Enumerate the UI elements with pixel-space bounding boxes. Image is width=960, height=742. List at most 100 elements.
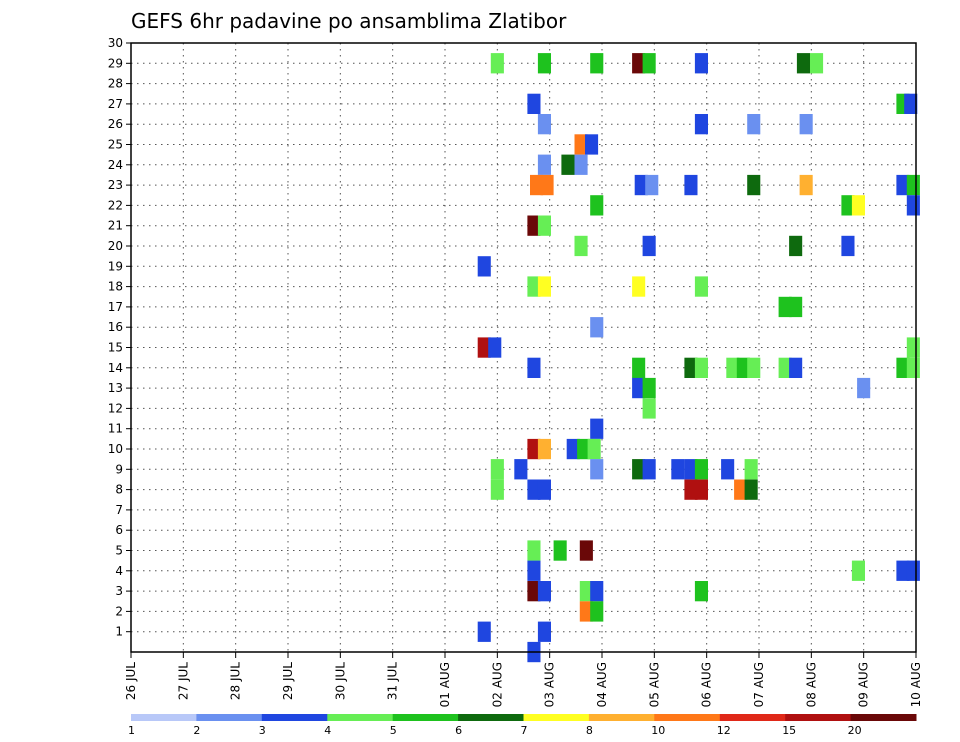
precip-cell [747,114,761,135]
precip-cell [734,479,748,500]
precip-cell [851,195,865,216]
precip-cell [694,479,708,500]
x-tick-label: 05 AUG [647,662,661,707]
precip-cell [527,581,541,602]
y-tick-label: 4 [115,564,123,578]
x-tick-label: 29 JUL [281,662,295,700]
precip-cell [632,357,646,378]
precip-cell [747,357,761,378]
colorbar-label: 7 [521,724,528,737]
y-tick-label: 28 [108,77,123,91]
colorbar-label: 6 [455,724,462,737]
precip-cell [587,438,601,460]
precip-cell [736,357,750,378]
precip-cell [671,459,685,480]
precip-cell [537,215,551,236]
precip-cell [857,377,871,399]
y-tick-label: 23 [108,178,123,192]
precip-cell [904,93,918,114]
precip-cell [527,215,541,236]
precip-cell [574,235,588,257]
x-tick-label: 30 JUL [333,662,347,700]
y-tick-label: 29 [108,56,123,70]
precip-cell [590,53,604,74]
precip-cell [642,398,656,419]
precip-cell [634,174,648,196]
precip-cell [490,459,504,480]
precip-cell [590,195,604,216]
precip-cell [694,459,708,480]
precip-cell [632,459,646,480]
precip-cell [642,53,656,74]
colorbar-label: 4 [324,724,331,737]
colorbar-label: 10 [651,724,665,737]
precip-cell [896,357,910,378]
precip-cell [799,174,813,196]
colorbar-segment [785,714,852,721]
colorbar-label: 20 [848,724,862,737]
axes: 1234567891011121314151617181920212223242… [108,36,923,707]
precip-cell [851,560,865,581]
chart-title: GEFS 6hr padavine po ansamblima Zlatibor [131,9,567,33]
x-tick-label: 04 AUG [595,662,609,707]
y-tick-label: 16 [108,320,123,334]
colorbar-label: 15 [782,724,796,737]
y-tick-label: 17 [108,300,123,314]
y-tick-label: 25 [108,138,123,152]
y-tick-label: 11 [108,422,123,436]
colorbar-segment [458,714,524,721]
precip-cell [574,134,588,155]
precip-cell [694,357,708,378]
y-tick-label: 30 [108,36,123,50]
precip-cell [490,479,504,500]
precip-cell [540,174,554,196]
precip-cell [642,459,656,480]
x-tick-label: 27 JUL [176,662,190,700]
y-tick-label: 22 [108,198,123,212]
precip-cell [642,235,656,257]
y-tick-label: 13 [108,381,123,395]
precip-cell [632,53,646,74]
colorbar-segment [261,714,328,721]
precip-cell [590,418,604,439]
precip-cell [810,53,824,74]
y-tick-label: 21 [108,219,123,233]
precip-cell [579,540,593,561]
y-tick-label: 6 [115,523,123,537]
colorbar-segment [523,714,590,721]
y-tick-label: 3 [115,584,123,598]
x-tick-label: 10 AUG [909,662,923,707]
grid [130,42,917,652]
precip-cell [694,581,708,602]
precip-cell [527,540,541,561]
precip-cell [841,195,855,216]
colorbar-legend: 1 2 3 4 5 6 7 8 10 12 15 20 [128,714,917,737]
y-tick-label: 2 [115,604,123,618]
precip-cell [684,357,698,378]
colorbar-label: 2 [193,724,200,737]
precip-cell [789,296,803,318]
precip-cell [537,53,551,74]
precip-cell [796,53,810,74]
y-tick-label: 15 [108,341,123,355]
precip-cell [590,581,604,602]
precip-cell [694,114,708,135]
precip-cell [684,459,698,480]
y-tick-label: 14 [108,361,123,375]
precip-cell [896,174,910,196]
x-tick-label: 01 AUG [438,662,452,707]
precip-cell [537,276,551,297]
colorbar-segment [588,714,655,721]
precip-cell [632,276,646,297]
x-tick-label: 02 AUG [490,662,504,707]
precip-cell [906,357,920,378]
precip-cell [632,377,646,399]
precip-cell [590,317,604,338]
precip-cell [747,174,761,196]
precip-cell [553,540,567,561]
precip-cell [642,377,656,399]
precip-cell [579,581,593,602]
colorbar-label: 3 [259,724,266,737]
precip-cell [906,337,920,358]
